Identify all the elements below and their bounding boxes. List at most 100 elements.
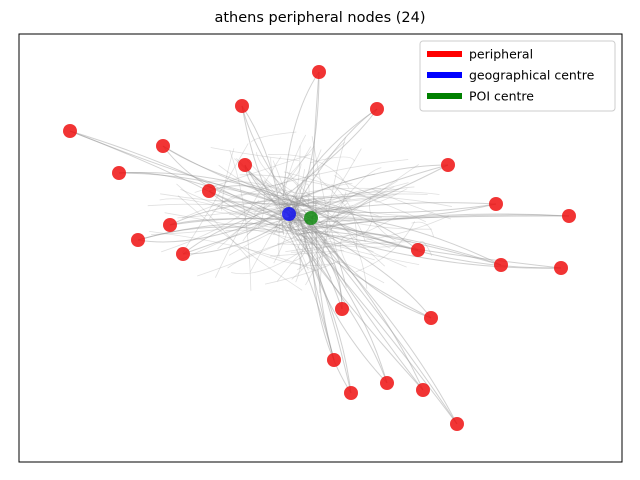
chart-title: athens peripheral nodes (24) xyxy=(214,10,426,26)
network-edge xyxy=(312,172,366,243)
network-edge xyxy=(288,191,361,231)
network-edge xyxy=(295,257,301,283)
legend: peripheral geographical centre POI centre xyxy=(419,40,616,112)
network-edge xyxy=(286,207,379,217)
network-edge xyxy=(180,200,306,260)
network-edge xyxy=(288,219,352,394)
legend-box xyxy=(419,40,616,112)
network-edge xyxy=(176,183,249,259)
poi-centre-node xyxy=(304,211,318,225)
legend-label: POI centre xyxy=(469,89,534,104)
axes-frame xyxy=(18,33,623,463)
network-edge xyxy=(311,136,347,288)
network-edge xyxy=(355,221,415,273)
network-edge xyxy=(137,226,284,241)
network-edge xyxy=(208,180,305,206)
peripheral-node xyxy=(112,166,126,180)
network-edge xyxy=(291,191,347,280)
network-edge xyxy=(300,196,363,220)
network-edge xyxy=(281,182,332,279)
network-edge xyxy=(290,215,398,253)
network-edge xyxy=(182,143,249,254)
network-edge xyxy=(164,212,375,261)
network-edge xyxy=(221,148,235,211)
network-edge xyxy=(334,175,388,197)
network-edge xyxy=(197,180,398,277)
network-edge xyxy=(162,145,298,206)
peripheral-node xyxy=(335,302,349,316)
network-edge xyxy=(282,193,398,206)
network-edge xyxy=(160,193,385,205)
network-edge xyxy=(293,232,306,262)
network-edge xyxy=(229,150,252,291)
network-edge xyxy=(250,214,284,273)
network-edge xyxy=(315,223,502,266)
peripheral-node xyxy=(380,376,394,390)
network-edge xyxy=(284,210,458,425)
network-edge xyxy=(308,182,409,203)
network-edge xyxy=(369,196,396,242)
network-edge xyxy=(331,183,358,249)
network-edge xyxy=(209,193,261,219)
network-edge xyxy=(293,188,381,224)
network-edge xyxy=(293,204,352,394)
peripheral-node xyxy=(312,65,326,79)
network-edge xyxy=(241,105,308,225)
network-edge xyxy=(278,134,307,257)
network-edge xyxy=(255,152,295,194)
network-edge xyxy=(316,201,386,267)
peripheral-node xyxy=(176,247,190,261)
network-edge xyxy=(161,200,260,253)
network-edge xyxy=(275,149,322,227)
network-edge xyxy=(259,225,311,258)
network-edge xyxy=(288,224,432,319)
network-edge xyxy=(302,202,346,281)
legend-label: peripheral xyxy=(469,47,533,62)
network-edge xyxy=(241,168,310,195)
network-edge xyxy=(314,230,325,238)
network-edge xyxy=(264,260,339,285)
network-edge xyxy=(306,201,419,251)
network-edge xyxy=(241,105,285,235)
network-edge xyxy=(218,164,339,211)
network-edge xyxy=(69,130,285,206)
network-edge xyxy=(214,200,271,207)
network-edge xyxy=(317,197,382,218)
network-edge xyxy=(255,195,351,204)
network-edge xyxy=(254,178,330,237)
network-edge xyxy=(337,261,385,284)
network-edge xyxy=(250,131,297,143)
network-edge xyxy=(318,137,346,293)
network-edge xyxy=(286,108,378,196)
network-edge xyxy=(231,251,301,275)
network-edge xyxy=(340,234,350,269)
network-edge xyxy=(303,233,388,384)
network-edge xyxy=(304,194,329,217)
network-edge xyxy=(244,164,304,215)
network-edge xyxy=(323,148,362,209)
network-edge xyxy=(295,196,335,361)
network-edge xyxy=(301,213,570,232)
network-edge xyxy=(313,186,415,231)
network-edge xyxy=(272,160,292,233)
network-edge xyxy=(290,203,497,214)
network-edge xyxy=(239,174,366,197)
peripheral-node xyxy=(131,233,145,247)
network-edge xyxy=(311,222,424,391)
network-edge xyxy=(292,201,424,391)
network-edge xyxy=(242,200,324,242)
peripheral-node xyxy=(441,158,455,172)
network-edge xyxy=(215,156,282,278)
network-edge xyxy=(137,223,287,241)
network-edge xyxy=(282,196,452,207)
network-edge xyxy=(305,227,562,269)
network-edge xyxy=(298,231,419,251)
network-edge xyxy=(284,223,424,391)
network-edge xyxy=(295,164,449,200)
geographical-centre-node xyxy=(282,207,296,221)
network-edge xyxy=(149,230,318,272)
network-edge xyxy=(253,146,315,214)
network-edge xyxy=(162,145,319,204)
network-edge xyxy=(318,214,339,224)
network-edge xyxy=(247,173,376,235)
